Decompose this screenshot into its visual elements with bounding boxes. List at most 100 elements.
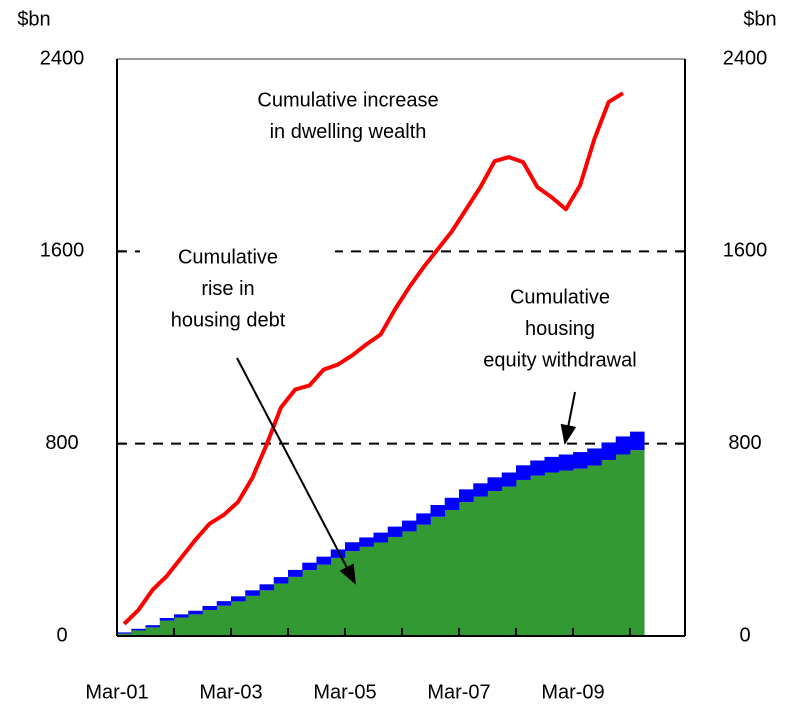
bar-segment (416, 524, 431, 636)
annotation: rise in (201, 278, 254, 300)
bar-segment (302, 570, 317, 636)
bar-segment (501, 486, 517, 636)
annotation-background (140, 236, 335, 338)
y-tick-label: 0 (56, 624, 67, 646)
bar-segment (245, 590, 260, 596)
bar-segment (345, 542, 360, 552)
y2-tick-label: 2400 (723, 47, 768, 69)
bar-segment (288, 569, 303, 577)
bar-segment (117, 633, 132, 636)
bar-segment (444, 497, 460, 511)
bar-segment (159, 620, 175, 636)
bar-segment (473, 496, 488, 636)
bar-segment (216, 601, 232, 606)
bar-segment (459, 502, 474, 636)
bar-segment (259, 590, 275, 636)
bar-segment (373, 542, 389, 636)
annotation-arrow (560, 391, 577, 445)
bar-segment (530, 475, 545, 636)
bar-segment (473, 483, 488, 497)
bar-segment (174, 614, 189, 618)
bar-segment (188, 614, 203, 636)
bar-segment (587, 448, 602, 466)
bar-segment (174, 617, 189, 636)
bar-segment (573, 468, 588, 636)
bar-segment (316, 564, 332, 636)
y-tick-label: 2400 (40, 47, 85, 69)
bar-segment (302, 562, 317, 571)
annotation: Cumulative (510, 286, 610, 308)
bar-segment (145, 625, 161, 628)
bar-segment (330, 557, 346, 636)
bar-segment (601, 460, 617, 636)
bar-segment (131, 630, 146, 636)
bar-segment (387, 526, 403, 537)
bar-segment (573, 452, 588, 469)
x-tick-label: Mar-01 (85, 681, 148, 703)
annotation: in dwelling wealth (270, 121, 427, 143)
bar-segment (587, 465, 602, 636)
bar-segment (202, 605, 218, 611)
bar-segment (373, 532, 389, 543)
bar-segment (601, 442, 617, 461)
annotation: housing debt (171, 309, 286, 331)
x-tick-label: Mar-03 (199, 681, 262, 703)
bar-segment (615, 436, 631, 455)
bar-segment (530, 460, 545, 476)
bar-segment (558, 454, 574, 471)
bar-segment (188, 610, 203, 615)
bar-segment (359, 546, 374, 636)
bar-segment (202, 610, 218, 636)
bar-segment (117, 632, 132, 634)
bar-segment (516, 479, 531, 636)
bar-segment (430, 504, 446, 517)
bar-segment (288, 576, 303, 636)
bar-segment (231, 601, 246, 636)
y-axis-label: $bn (17, 8, 50, 30)
bar-segment (544, 456, 560, 473)
x-tick-label: Mar-07 (427, 681, 490, 703)
bar-segment (430, 516, 446, 636)
bar-segment (402, 531, 417, 636)
y2-tick-label: 1600 (723, 240, 768, 262)
bar-segment (402, 520, 417, 532)
bar-segment (316, 556, 332, 565)
x-tick-label: Mar-05 (313, 681, 376, 703)
bar-segment (145, 627, 161, 636)
bar-segment (131, 628, 146, 631)
bar-segment (487, 491, 503, 636)
x-tick-label: Mar-09 (541, 681, 604, 703)
bar-segment (359, 537, 374, 547)
annotation-arrow (236, 357, 356, 585)
bar-segment (444, 510, 460, 636)
bar-segment (273, 577, 289, 584)
bar-segment (487, 477, 503, 492)
line-series (122, 91, 624, 626)
bar-segment (459, 489, 474, 503)
y2-tick-label: 800 (728, 432, 761, 454)
bar-segment (231, 596, 246, 602)
y2-axis-label: $bn (743, 8, 776, 30)
bar-segment (259, 584, 275, 591)
bar-segment (273, 583, 289, 636)
annotation: Cumulative increase (257, 89, 438, 111)
bar-segment (615, 454, 631, 636)
annotation: Cumulative (178, 246, 278, 268)
bar-segment (159, 617, 175, 621)
annotation: equity withdrawal (483, 349, 636, 371)
bar-segment (416, 513, 431, 525)
bar-segment (216, 605, 232, 636)
y-tick-label: 1600 (40, 240, 85, 262)
bar-segment (544, 472, 560, 636)
bar-segment (558, 470, 574, 636)
y2-tick-label: 0 (739, 624, 750, 646)
bar-segment (516, 465, 531, 480)
bar-segment (630, 431, 645, 451)
bar-segment (387, 536, 403, 636)
bar-segment (501, 472, 517, 487)
y-tick-label: 800 (45, 432, 78, 454)
bar-segment (345, 551, 360, 636)
bar-segment (630, 450, 645, 636)
annotation: housing (525, 318, 595, 340)
